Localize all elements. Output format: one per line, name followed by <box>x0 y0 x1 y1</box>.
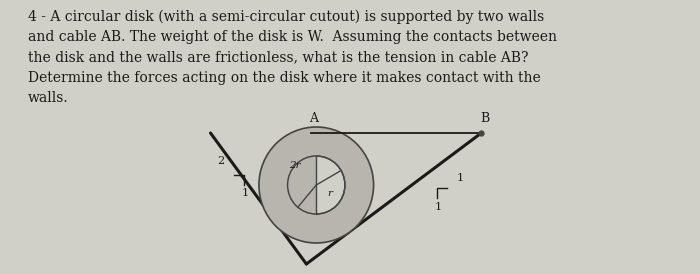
Polygon shape <box>288 156 316 214</box>
Text: 1: 1 <box>241 188 248 198</box>
Text: r: r <box>328 189 332 198</box>
Circle shape <box>288 156 345 214</box>
Text: A: A <box>309 112 318 125</box>
Text: 2: 2 <box>217 156 224 166</box>
Text: 4 - A circular disk (with a semi-circular cutout) is supported by two walls
and : 4 - A circular disk (with a semi-circula… <box>28 10 556 105</box>
Text: 1: 1 <box>457 173 464 183</box>
Text: 2r: 2r <box>288 161 300 170</box>
Text: B: B <box>481 112 490 125</box>
Circle shape <box>259 127 374 243</box>
Text: 1: 1 <box>434 202 442 212</box>
